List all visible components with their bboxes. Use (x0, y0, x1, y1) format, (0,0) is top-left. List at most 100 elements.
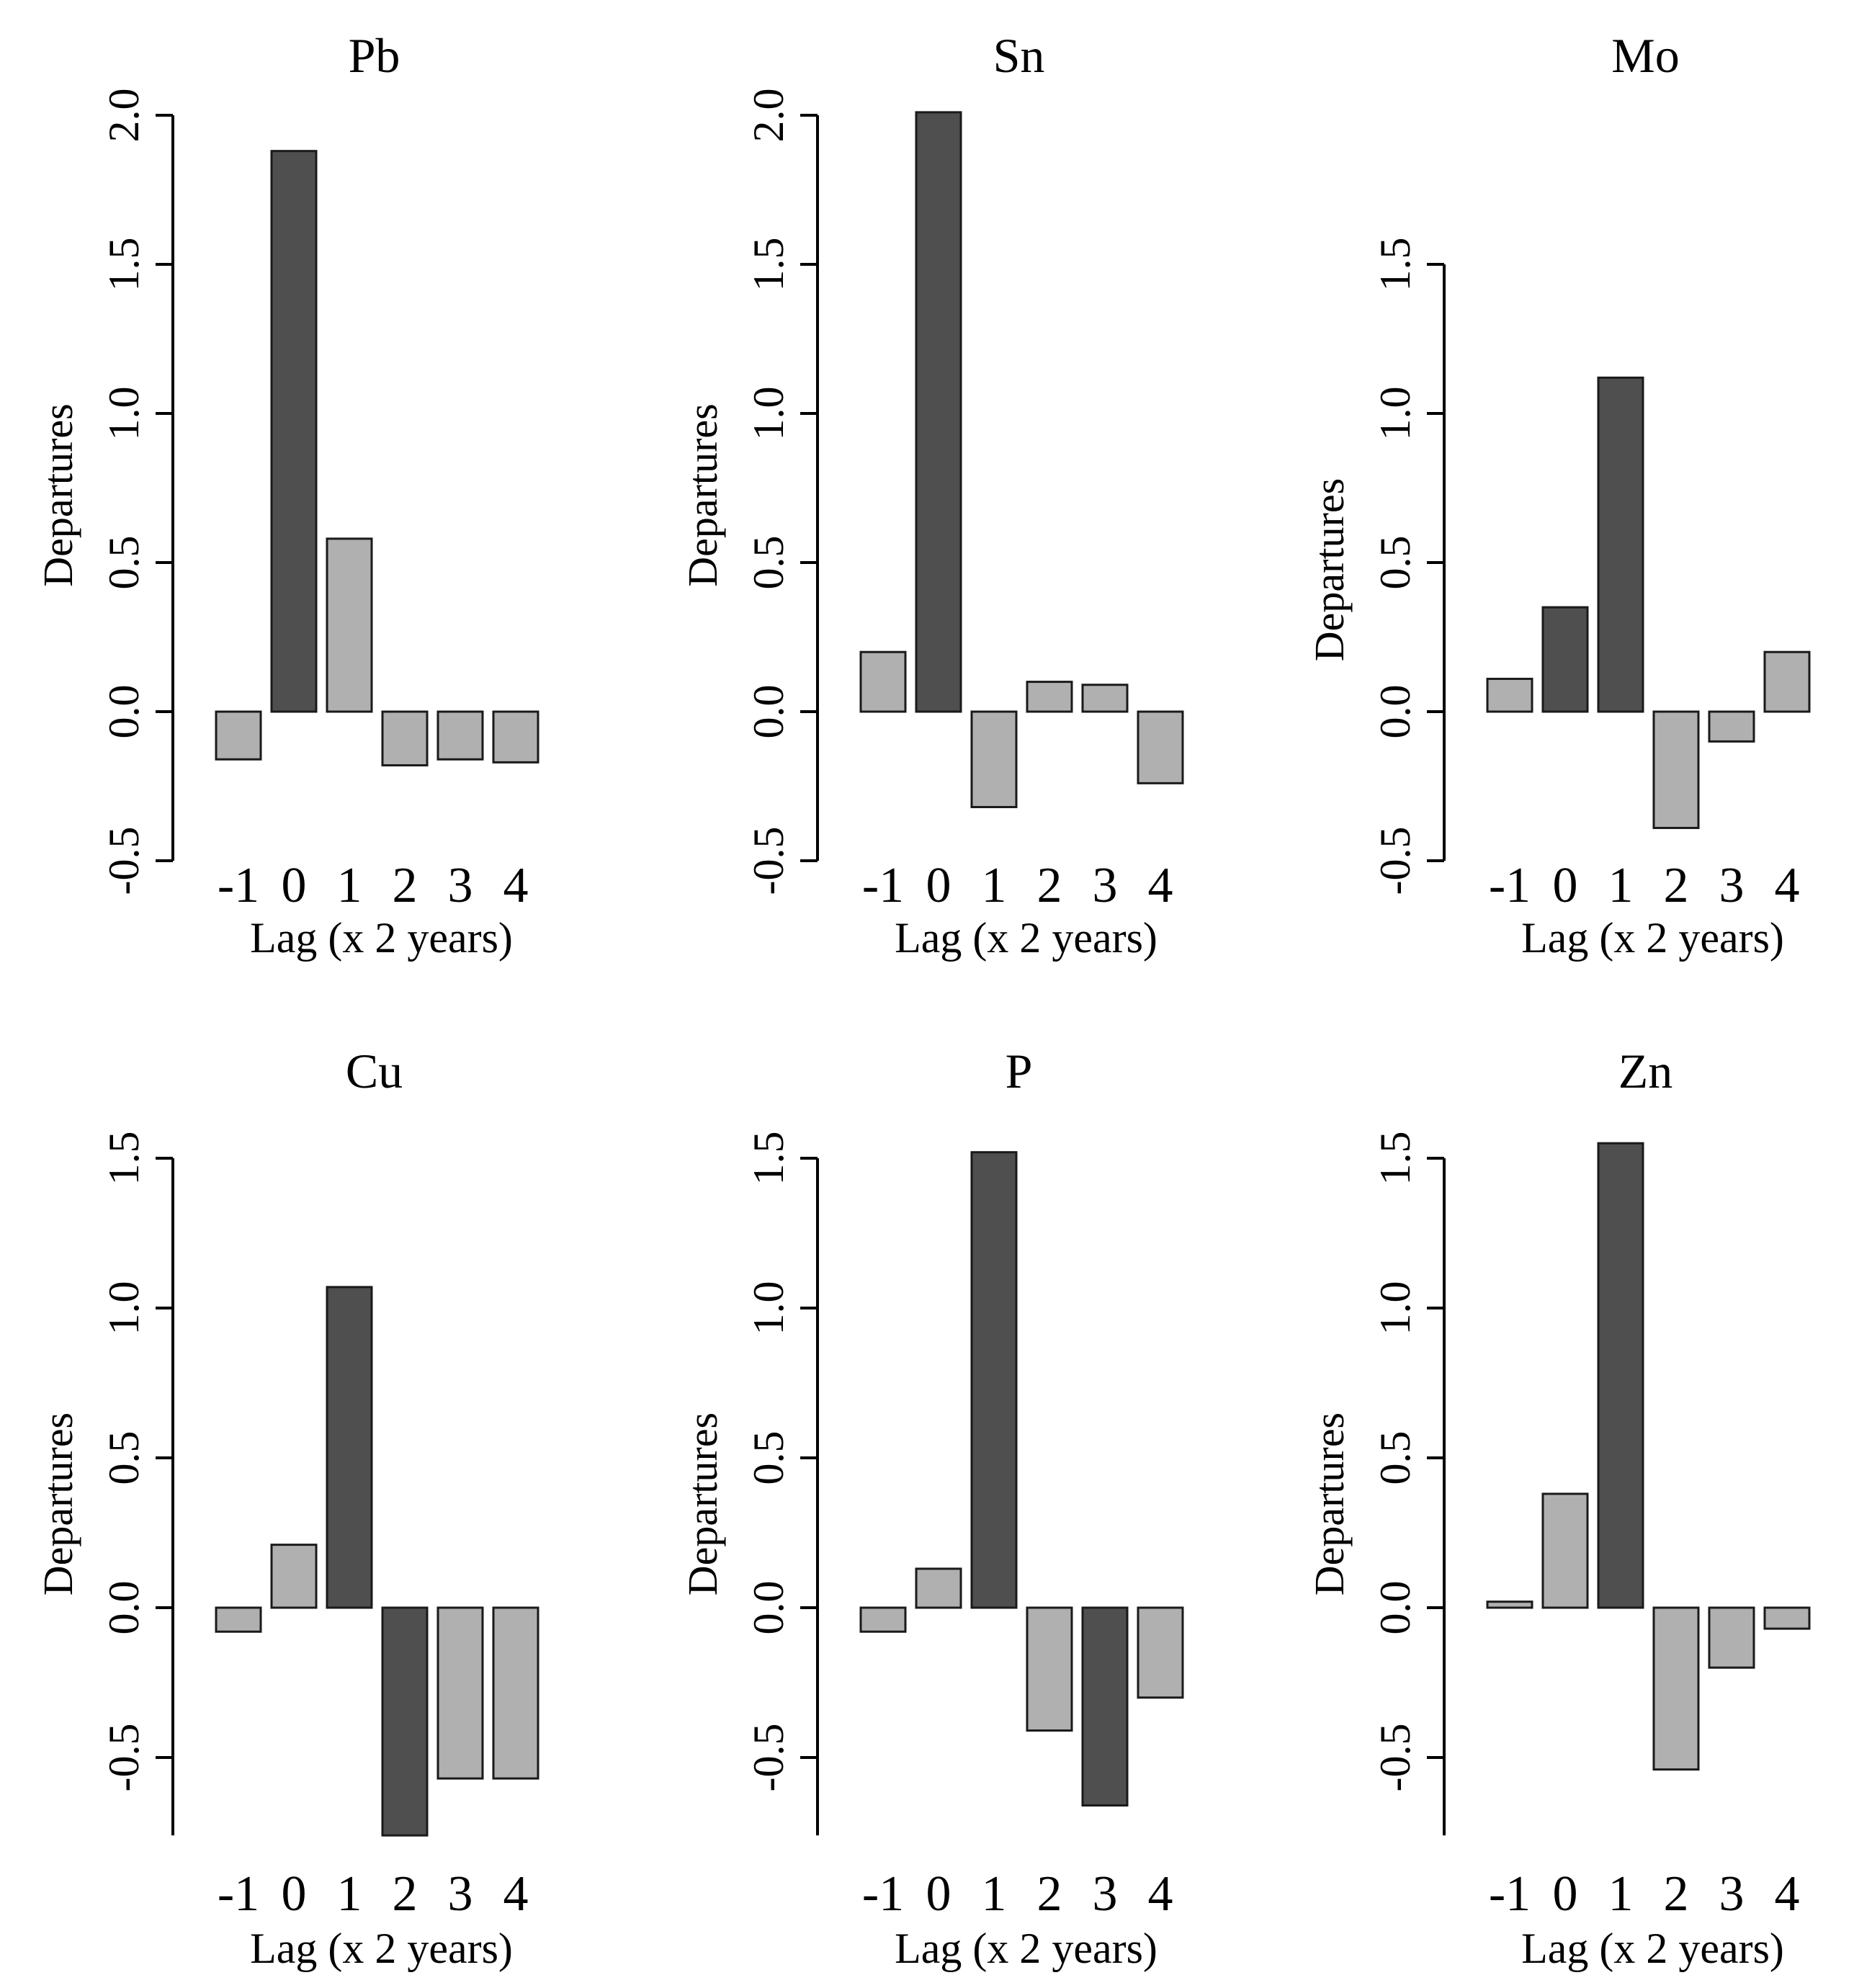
y-axis-label: Departures (679, 1412, 726, 1595)
y-tick-label: -0.5 (1371, 1724, 1419, 1792)
panel-title: Zn (1618, 1044, 1673, 1098)
y-tick-label: 1.5 (100, 1132, 148, 1186)
bar-zn-lag--1 (1486, 1600, 1533, 1609)
y-axis-label: Departures (35, 403, 81, 586)
y-tick-label: 0.5 (745, 1431, 792, 1485)
x-category-label: -1 (218, 858, 259, 913)
x-category-label: 4 (1148, 858, 1173, 913)
y-tick-label: 1.0 (745, 387, 792, 441)
bar-cu-lag-0 (270, 1544, 318, 1609)
bar-cu-lag-3 (436, 1606, 484, 1780)
x-category-label: 1 (1608, 858, 1634, 913)
x-category-label: 1 (337, 858, 362, 913)
panel-title: P (1006, 1044, 1033, 1098)
bar-pb-lag-1 (326, 537, 373, 713)
y-tick-label: 0.5 (1371, 536, 1419, 590)
y-tick-label: 0.0 (1371, 685, 1419, 739)
x-category-label: -1 (218, 1866, 259, 1922)
x-category-label: 4 (1775, 1866, 1800, 1922)
x-category-label: 3 (448, 858, 473, 913)
x-category-label: 2 (1037, 1866, 1062, 1922)
y-tick-label: 0.0 (1371, 1581, 1419, 1635)
x-category-label: 3 (1093, 858, 1118, 913)
x-axis-label: Lag (x 2 years) (250, 914, 513, 962)
x-category-label: 2 (1664, 858, 1689, 913)
x-category-label: 2 (393, 1866, 418, 1922)
bar-pb-lag-2 (381, 710, 429, 767)
x-category-label: -1 (1489, 858, 1531, 913)
x-category-label: -1 (1489, 1866, 1531, 1922)
y-tick-label: -0.5 (100, 827, 148, 895)
bar-pb-lag-3 (436, 710, 484, 761)
bar-mo-lag-3 (1708, 710, 1755, 743)
y-tick-label: 1.0 (1371, 387, 1419, 441)
y-axis-label: Departures (1306, 478, 1353, 661)
y-tick-label: 1.0 (100, 387, 148, 441)
y-axis-label: Departures (1306, 1412, 1353, 1595)
x-category-label: 4 (503, 1866, 529, 1922)
y-tick-label: -0.5 (1371, 827, 1419, 895)
panel-pb: Pb -0.5 0.0 0.5 1.0 1.5 2.0 Departures -1 0 1 2 3 4La… (35, 28, 539, 962)
bar-p-lag-3 (1081, 1606, 1129, 1807)
bar-zn-lag-4 (1763, 1606, 1811, 1630)
bar-cu-lag-4 (492, 1606, 539, 1780)
x-axis-label: Lag (x 2 years) (1521, 1925, 1784, 1972)
y-tick-label: 2.0 (745, 89, 792, 143)
x-category-label: 0 (926, 858, 951, 913)
bar-sn-lag-1 (970, 710, 1018, 808)
x-category-label: -1 (862, 1866, 904, 1922)
x-category-label: 1 (982, 1866, 1007, 1922)
x-category-label: 4 (503, 858, 529, 913)
y-tick-label: -0.5 (745, 1724, 792, 1792)
bar-mo-lag-0 (1541, 606, 1589, 713)
bar-mo-lag-4 (1763, 650, 1811, 713)
x-category-label: 4 (1148, 1866, 1173, 1922)
bar-mo-lag-2 (1652, 710, 1700, 829)
bar-mo-lag--1 (1486, 677, 1533, 713)
x-category-label: 0 (282, 1866, 307, 1922)
bar-zn-lag-3 (1708, 1606, 1755, 1669)
x-category-label: 0 (1553, 1866, 1578, 1922)
panel-title: Cu (346, 1044, 403, 1098)
bar-p-lag-4 (1137, 1606, 1184, 1699)
x-category-label: 3 (1093, 1866, 1118, 1922)
x-axis-label: Lag (x 2 years) (1521, 914, 1784, 962)
panel-title: Mo (1611, 28, 1679, 83)
y-axis-label: Departures (679, 403, 726, 586)
y-tick-label: 1.0 (1371, 1281, 1419, 1335)
x-category-label: 2 (393, 858, 418, 913)
bar-sn-lag-0 (915, 111, 962, 713)
y-tick-label: 1.5 (745, 1132, 792, 1186)
bar-sn-lag-2 (1026, 681, 1073, 713)
bar-sn-lag--1 (859, 650, 907, 713)
x-category-label: 3 (448, 1866, 473, 1922)
bar-p-lag-2 (1026, 1606, 1073, 1732)
x-axis-label: Lag (x 2 years) (895, 914, 1157, 962)
y-tick-label: -0.5 (745, 827, 792, 895)
bar-pb-lag--1 (215, 710, 262, 761)
bar-zn-lag-1 (1597, 1142, 1644, 1609)
bar-cu-lag-1 (326, 1286, 373, 1609)
y-tick-label: 1.5 (745, 238, 792, 292)
bar-p-lag--1 (859, 1606, 907, 1633)
y-tick-label: 1.5 (1371, 1132, 1419, 1186)
y-tick-label: -0.5 (100, 1724, 148, 1792)
y-tick-label: 0.0 (745, 685, 792, 739)
bar-sn-lag-3 (1081, 684, 1129, 713)
bar-zn-lag-2 (1652, 1606, 1700, 1771)
y-tick-label: 1.0 (745, 1281, 792, 1335)
bar-zn-lag-0 (1541, 1492, 1589, 1609)
bar-p-lag-0 (915, 1567, 962, 1609)
x-axis-label: Lag (x 2 years) (895, 1925, 1157, 1972)
y-tick-label: 0.5 (100, 536, 148, 590)
x-axis-label: Lag (x 2 years) (250, 1925, 513, 1972)
y-tick-label: 1.0 (100, 1281, 148, 1335)
x-category-label: 1 (1608, 1866, 1634, 1922)
y-tick-label: 1.5 (100, 238, 148, 292)
y-tick-label: 0.5 (745, 536, 792, 590)
y-tick-label: 2.0 (100, 89, 148, 143)
